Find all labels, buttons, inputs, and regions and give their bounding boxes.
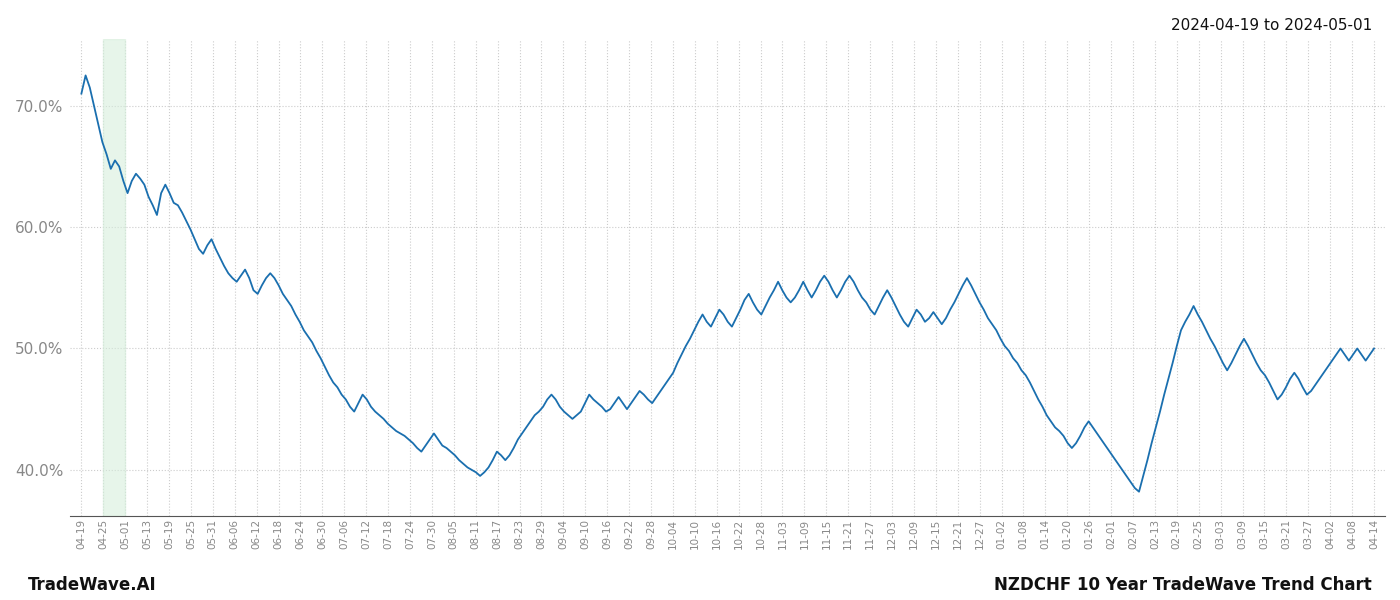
Text: TradeWave.AI: TradeWave.AI: [28, 576, 157, 594]
Bar: [104, 39, 125, 516]
Text: NZDCHF 10 Year TradeWave Trend Chart: NZDCHF 10 Year TradeWave Trend Chart: [994, 576, 1372, 594]
Text: 2024-04-19 to 2024-05-01: 2024-04-19 to 2024-05-01: [1170, 18, 1372, 33]
